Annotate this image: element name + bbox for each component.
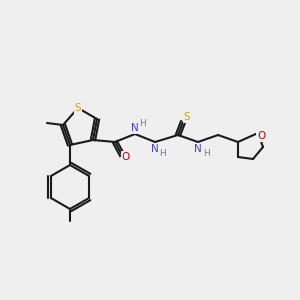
- Text: O: O: [257, 131, 265, 141]
- Text: O: O: [122, 152, 130, 162]
- Text: S: S: [75, 103, 81, 113]
- Text: S: S: [184, 112, 190, 122]
- Text: H: H: [202, 149, 209, 158]
- Text: N: N: [151, 144, 159, 154]
- Text: H: H: [139, 119, 145, 128]
- Text: H: H: [159, 149, 165, 158]
- Text: N: N: [131, 123, 139, 133]
- Text: N: N: [194, 144, 202, 154]
